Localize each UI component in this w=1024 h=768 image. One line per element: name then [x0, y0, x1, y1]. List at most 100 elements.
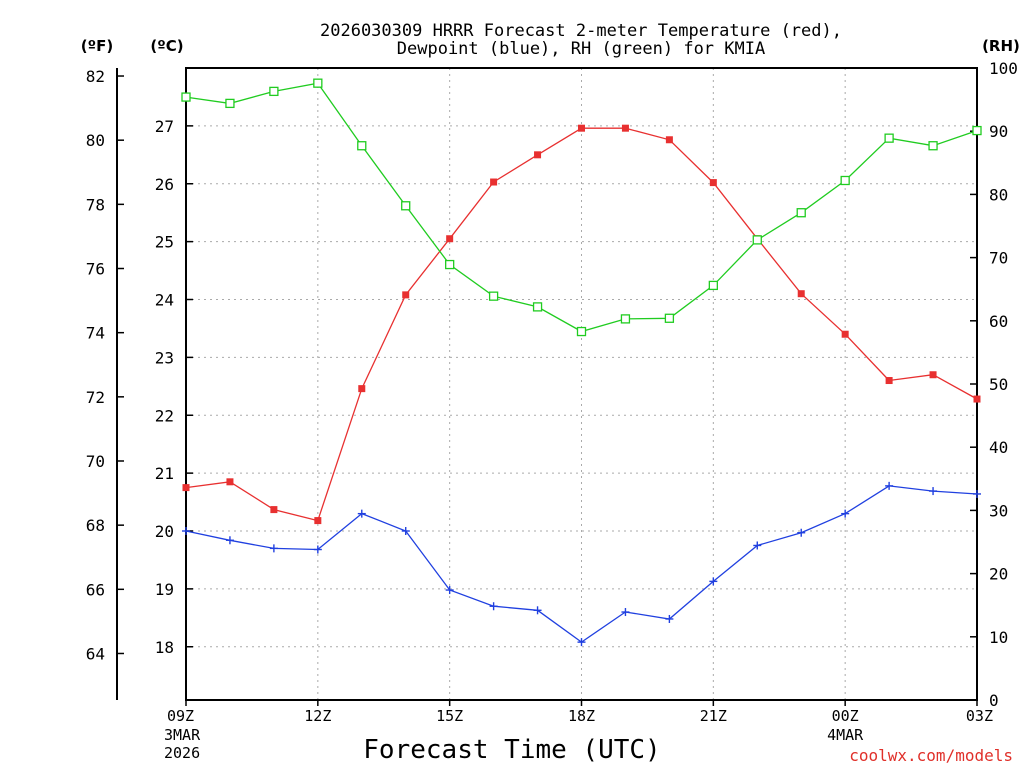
celsius-tick-label: 22 — [155, 406, 174, 425]
chart-title-line2: Dewpoint (blue), RH (green) for KMIA — [397, 39, 765, 59]
time-tick-label: 12Z — [304, 707, 331, 725]
rh-point — [972, 125, 982, 136]
fahrenheit-tick-label: 76 — [86, 260, 105, 279]
fahrenheit-tick-label: 82 — [86, 67, 105, 86]
temperature-point — [709, 179, 717, 187]
rh-tick-label: 100 — [989, 59, 1018, 78]
rh-tick-label: 40 — [989, 438, 1008, 457]
rh-tick-label: 30 — [989, 501, 1008, 520]
fahrenheit-tick-label: 70 — [86, 452, 105, 471]
temperature-point — [578, 124, 585, 132]
temperature-point — [534, 151, 542, 159]
date-label: 3MAR — [164, 726, 201, 744]
temperature-point — [797, 290, 805, 298]
rh-point — [708, 280, 718, 291]
rh-tick-label: 20 — [989, 565, 1008, 584]
celsius-tick-label: 24 — [155, 291, 174, 310]
temperature-point — [358, 385, 366, 393]
celsius-tick-label: 27 — [155, 117, 174, 136]
celsius-tick-label: 23 — [155, 348, 174, 367]
temperature-point — [270, 506, 278, 514]
temperature-point — [314, 517, 322, 525]
temperature-point — [973, 395, 981, 403]
dewpoint-point — [225, 536, 234, 545]
rh-point — [620, 314, 631, 324]
temperature-point — [665, 136, 673, 144]
time-tick-label: 00Z — [832, 707, 859, 725]
rh-point — [401, 201, 411, 211]
rh-point — [796, 208, 806, 218]
rh-tick-label: 80 — [989, 185, 1008, 204]
celsius-tick-label: 25 — [155, 233, 174, 252]
rh-point — [445, 259, 455, 270]
dewpoint-point — [885, 481, 894, 490]
dewpoint-point — [797, 528, 806, 537]
rh-point — [181, 92, 191, 102]
temperature-point — [885, 377, 893, 385]
x-axis-label: Forecast Time (UTC) — [363, 735, 660, 765]
rh-point — [884, 133, 894, 143]
dewpoint-point — [929, 487, 938, 496]
rh-point — [313, 78, 323, 88]
temperature-point — [446, 235, 454, 243]
rh-tick-label: 60 — [989, 312, 1008, 331]
rh-unit-label: (RH) — [982, 37, 1020, 55]
temperature-point — [929, 371, 937, 379]
temperature-point — [841, 330, 849, 338]
temperature-point — [402, 291, 410, 299]
dewpoint-point — [313, 545, 322, 554]
time-tick-label: 09Z — [167, 707, 194, 725]
rh-point — [357, 141, 367, 151]
rh-tick-label: 10 — [989, 628, 1008, 647]
dewpoint-point — [621, 608, 630, 617]
rh-point — [840, 175, 850, 186]
dewpoint-point — [445, 586, 454, 595]
fahrenheit-tick-label: 64 — [86, 644, 105, 663]
rh-point — [225, 98, 235, 109]
year-label: 2026 — [164, 744, 200, 762]
temperature-point — [226, 478, 234, 486]
fahrenheit-tick-label: 78 — [86, 195, 105, 214]
dewpoint-point — [577, 638, 586, 647]
grid-lines — [186, 68, 977, 700]
rh-tick-label: 50 — [989, 375, 1008, 394]
fahrenheit-unit-label: (ºF) — [81, 37, 113, 55]
time-tick-label: 15Z — [436, 707, 463, 725]
dewpoint-point — [269, 544, 278, 553]
dewpoint-point — [973, 489, 981, 498]
dewpoint-point — [401, 527, 410, 536]
temperature-point — [182, 484, 190, 492]
rh-point — [576, 326, 587, 337]
rh-point — [928, 141, 938, 151]
fahrenheit-tick-label: 72 — [86, 388, 105, 407]
dewpoint-point — [357, 509, 366, 518]
time-tick-label: 18Z — [568, 707, 595, 725]
rh-tick-label: 90 — [989, 122, 1008, 141]
celsius-tick-label: 18 — [155, 638, 174, 657]
celsius-unit-label: (ºC) — [150, 37, 183, 55]
data-series — [181, 78, 982, 647]
celsius-tick-label: 19 — [155, 580, 174, 599]
dewpoint-point — [533, 606, 542, 615]
dewpoint-line — [185, 485, 978, 643]
rh-point — [269, 86, 279, 97]
rh-point — [532, 302, 543, 312]
dewpoint-point — [489, 602, 498, 611]
fahrenheit-tick-label: 74 — [86, 324, 105, 343]
temperature-line — [185, 127, 978, 522]
temperature-point — [621, 124, 629, 132]
celsius-tick-label: 26 — [155, 175, 174, 194]
time-tick-label: 03Z — [966, 707, 993, 725]
temperature-point — [490, 178, 498, 186]
dewpoint-point — [709, 577, 718, 586]
rh-point — [488, 291, 499, 301]
dewpoint-point — [182, 527, 190, 536]
date-label: 4MAR — [827, 726, 864, 744]
source-credit: coolwx.com/models — [849, 746, 1013, 765]
chart-title-line1: 2026030309 HRRR Forecast 2-meter Tempera… — [320, 21, 842, 41]
dewpoint-point — [753, 541, 762, 550]
rh-tick-label: 0 — [989, 691, 999, 710]
fahrenheit-tick-label: 80 — [86, 131, 105, 150]
fahrenheit-tick-label: 66 — [86, 580, 105, 599]
